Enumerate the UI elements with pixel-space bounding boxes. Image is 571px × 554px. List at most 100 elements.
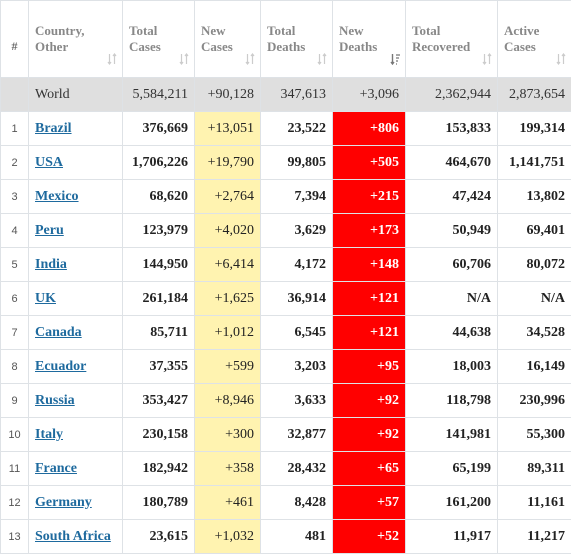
total-deaths-cell: 6,545 xyxy=(261,316,333,350)
total-cases-cell: 123,979 xyxy=(123,214,195,248)
new-cases-cell: +2,764 xyxy=(195,180,261,214)
total-cases-cell: 180,789 xyxy=(123,486,195,520)
header-country[interactable]: Country, Other xyxy=(29,1,123,78)
country-cell: India xyxy=(29,248,123,282)
country-link[interactable]: Ecuador xyxy=(35,359,86,374)
country-link[interactable]: Italy xyxy=(35,427,63,442)
header-label-line1: Total xyxy=(129,23,157,38)
total-recovered-cell: 141,981 xyxy=(406,418,498,452)
header-total-cases[interactable]: Total Cases xyxy=(123,1,195,78)
header-total-deaths[interactable]: Total Deaths xyxy=(261,1,333,78)
total-cases-cell: 68,620 xyxy=(123,180,195,214)
country-link[interactable]: Mexico xyxy=(35,189,79,204)
country-cell: Italy xyxy=(29,418,123,452)
active-cases-cell: 230,996 xyxy=(498,384,571,418)
new-deaths-cell: +215 xyxy=(333,180,406,214)
country-link[interactable]: South Africa xyxy=(35,529,111,544)
active-cases-cell: N/A xyxy=(498,282,571,316)
new-cases-cell: +300 xyxy=(195,418,261,452)
country-cell: Canada xyxy=(29,316,123,350)
header-label-line2: Cases xyxy=(504,39,536,54)
country-link[interactable]: India xyxy=(35,257,67,272)
header-label-line1: Total xyxy=(412,23,440,38)
header-active-cases[interactable]: Active Cases xyxy=(498,1,571,78)
total-recovered-cell: 161,200 xyxy=(406,486,498,520)
header-label-line2: Deaths xyxy=(339,39,377,54)
rank-cell: 1 xyxy=(1,112,29,146)
country-link[interactable]: Canada xyxy=(35,325,82,340)
total-recovered-cell: 11,917 xyxy=(406,520,498,554)
new-deaths-cell: +57 xyxy=(333,486,406,520)
active-cases-cell: 80,072 xyxy=(498,248,571,282)
total-deaths-cell: 99,805 xyxy=(261,146,333,180)
total-recovered-cell: 2,362,944 xyxy=(406,78,498,112)
country-cell: Mexico xyxy=(29,180,123,214)
new-deaths-cell: +65 xyxy=(333,452,406,486)
total-deaths-cell: 3,633 xyxy=(261,384,333,418)
country-link[interactable]: Russia xyxy=(35,393,75,408)
total-deaths-cell: 32,877 xyxy=(261,418,333,452)
new-cases-cell: +1,625 xyxy=(195,282,261,316)
active-cases-cell: 13,802 xyxy=(498,180,571,214)
active-cases-cell: 89,311 xyxy=(498,452,571,486)
new-cases-cell: +461 xyxy=(195,486,261,520)
total-cases-cell: 376,669 xyxy=(123,112,195,146)
sort-arrows-icon[interactable] xyxy=(107,53,117,65)
sort-desc-icon[interactable] xyxy=(390,53,400,65)
country-name: World xyxy=(29,78,123,112)
country-cell: France xyxy=(29,452,123,486)
total-cases-cell: 37,355 xyxy=(123,350,195,384)
total-cases-cell: 1,706,226 xyxy=(123,146,195,180)
world-total-row: World 5,584,211 +90,128 347,613 +3,096 2… xyxy=(1,78,571,112)
total-recovered-cell: 18,003 xyxy=(406,350,498,384)
new-cases-cell: +358 xyxy=(195,452,261,486)
sort-arrows-icon[interactable] xyxy=(556,53,566,65)
total-recovered-cell: 118,798 xyxy=(406,384,498,418)
new-deaths-cell: +3,096 xyxy=(333,78,406,112)
country-cell: South Africa xyxy=(29,520,123,554)
rank-cell: 11 xyxy=(1,452,29,486)
header-rank: # xyxy=(1,1,29,78)
country-cell: Ecuador xyxy=(29,350,123,384)
active-cases-cell: 55,300 xyxy=(498,418,571,452)
header-new-deaths[interactable]: New Deaths xyxy=(333,1,406,78)
sort-arrows-icon[interactable] xyxy=(317,53,327,65)
rank-cell: 4 xyxy=(1,214,29,248)
sort-arrows-icon[interactable] xyxy=(245,53,255,65)
country-link[interactable]: Peru xyxy=(35,223,64,238)
total-recovered-cell: 44,638 xyxy=(406,316,498,350)
country-link[interactable]: UK xyxy=(35,291,56,306)
total-recovered-cell: 60,706 xyxy=(406,248,498,282)
new-deaths-cell: +148 xyxy=(333,248,406,282)
new-deaths-cell: +95 xyxy=(333,350,406,384)
header-total-recovered[interactable]: Total Recovered xyxy=(406,1,498,78)
active-cases-cell: 2,873,654 xyxy=(498,78,571,112)
sort-arrows-icon[interactable] xyxy=(179,53,189,65)
new-cases-cell: +19,790 xyxy=(195,146,261,180)
rank-cell: 10 xyxy=(1,418,29,452)
total-recovered-cell: 153,833 xyxy=(406,112,498,146)
new-cases-cell: +8,946 xyxy=(195,384,261,418)
rank-cell: 5 xyxy=(1,248,29,282)
header-label-line1: New xyxy=(339,23,364,38)
new-cases-cell: +599 xyxy=(195,350,261,384)
rank-cell: 3 xyxy=(1,180,29,214)
country-link[interactable]: USA xyxy=(35,155,63,170)
country-link[interactable]: Brazil xyxy=(35,121,72,136)
header-label-line1: Active xyxy=(504,23,539,38)
rank-cell: 13 xyxy=(1,520,29,554)
total-deaths-cell: 3,629 xyxy=(261,214,333,248)
header-new-cases[interactable]: New Cases xyxy=(195,1,261,78)
total-deaths-cell: 28,432 xyxy=(261,452,333,486)
country-link[interactable]: Germany xyxy=(35,495,92,510)
sort-arrows-icon[interactable] xyxy=(482,53,492,65)
country-link[interactable]: France xyxy=(35,461,77,476)
